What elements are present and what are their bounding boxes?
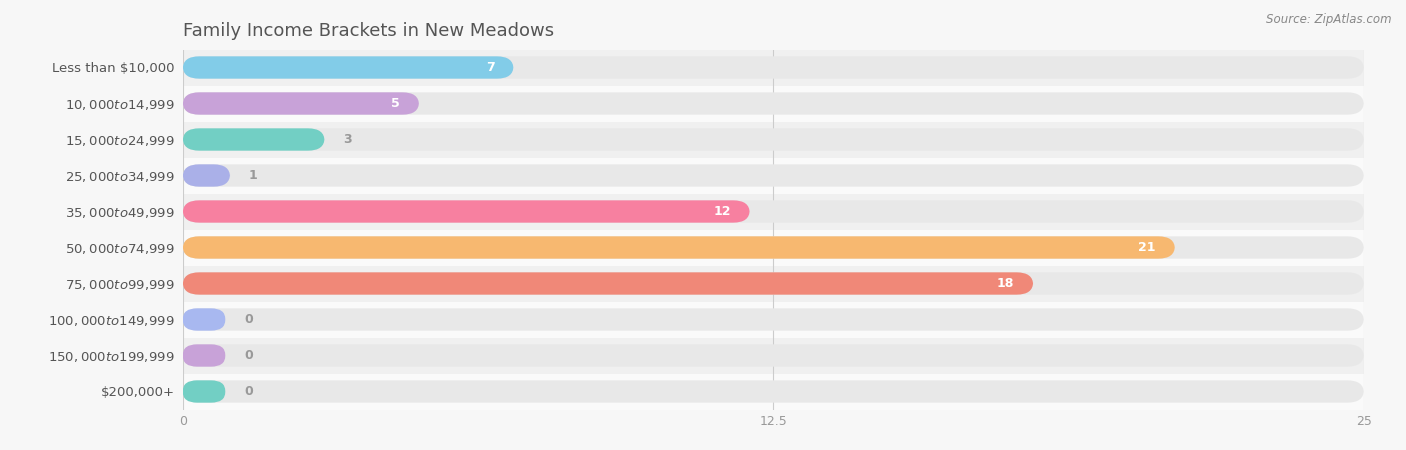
FancyBboxPatch shape — [183, 128, 1364, 151]
FancyBboxPatch shape — [183, 272, 1033, 295]
FancyBboxPatch shape — [183, 92, 419, 115]
FancyBboxPatch shape — [183, 56, 513, 79]
FancyBboxPatch shape — [183, 164, 1364, 187]
FancyBboxPatch shape — [183, 200, 1364, 223]
FancyBboxPatch shape — [183, 308, 1364, 331]
FancyBboxPatch shape — [183, 200, 749, 223]
Text: 18: 18 — [997, 277, 1014, 290]
Text: 0: 0 — [245, 349, 253, 362]
Text: 12: 12 — [713, 205, 731, 218]
Bar — [183, 50, 1364, 86]
FancyBboxPatch shape — [183, 380, 225, 403]
Bar — [183, 338, 1364, 374]
Bar — [183, 158, 1364, 194]
FancyBboxPatch shape — [183, 344, 225, 367]
Bar — [183, 374, 1364, 410]
Bar — [183, 266, 1364, 302]
FancyBboxPatch shape — [183, 164, 231, 187]
Bar — [183, 230, 1364, 266]
Bar — [183, 122, 1364, 158]
Text: 1: 1 — [249, 169, 257, 182]
Text: 7: 7 — [486, 61, 495, 74]
Text: 3: 3 — [343, 133, 352, 146]
FancyBboxPatch shape — [183, 380, 1364, 403]
FancyBboxPatch shape — [183, 236, 1175, 259]
FancyBboxPatch shape — [183, 128, 325, 151]
FancyBboxPatch shape — [183, 92, 1364, 115]
Text: 5: 5 — [391, 97, 401, 110]
Text: Source: ZipAtlas.com: Source: ZipAtlas.com — [1267, 14, 1392, 27]
FancyBboxPatch shape — [183, 236, 1364, 259]
Text: 0: 0 — [245, 385, 253, 398]
FancyBboxPatch shape — [183, 272, 1364, 295]
Text: 21: 21 — [1139, 241, 1156, 254]
FancyBboxPatch shape — [183, 308, 225, 331]
FancyBboxPatch shape — [183, 56, 1364, 79]
Text: 0: 0 — [245, 313, 253, 326]
Bar — [183, 302, 1364, 338]
FancyBboxPatch shape — [183, 344, 1364, 367]
Text: Family Income Brackets in New Meadows: Family Income Brackets in New Meadows — [183, 22, 554, 40]
Bar — [183, 86, 1364, 122]
Bar — [183, 194, 1364, 230]
